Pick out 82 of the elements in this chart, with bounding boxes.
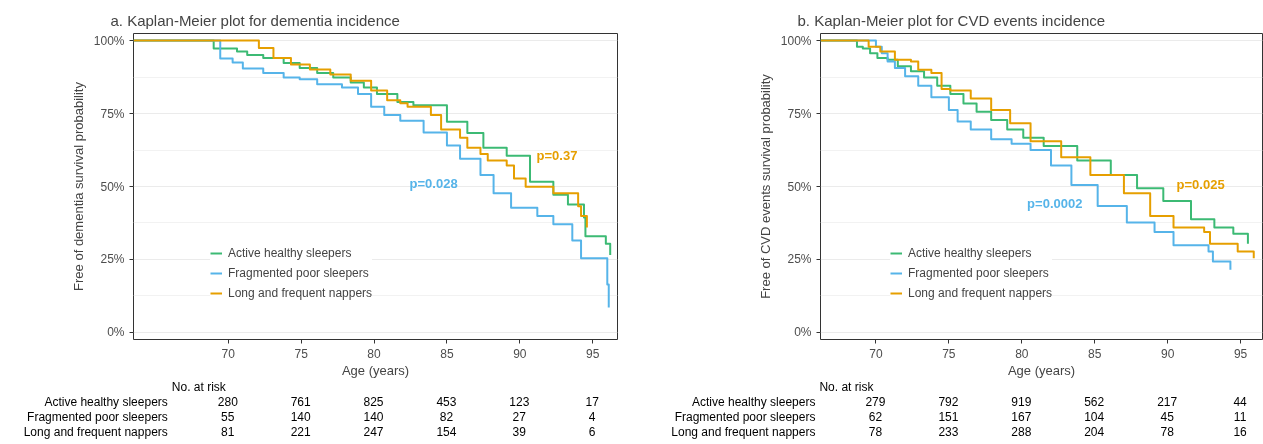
text: 44: [1232, 395, 1248, 409]
text: 104: [1083, 410, 1106, 424]
text: 78: [1159, 425, 1175, 439]
text: 279: [864, 395, 887, 409]
text: Long and frequent nappers: [23, 425, 168, 439]
chart-title: b. Kaplan-Meier plot for CVD events incidence: [797, 11, 1106, 29]
text: 16: [1232, 425, 1248, 439]
x-tick-label: 90: [513, 346, 527, 361]
legend-label: Active healthy sleepers: [228, 246, 352, 260]
x-axis-title: Age (years): [1007, 362, 1076, 378]
text: 6: [587, 425, 597, 439]
text: 221: [289, 425, 312, 439]
annotation: p=0.0002: [1027, 195, 1083, 211]
text: 123: [508, 395, 531, 409]
y-tick-label: 75%: [787, 106, 812, 121]
text: 82: [438, 410, 455, 424]
annotation: p=0.37: [536, 148, 578, 164]
y-tick-label: 50%: [787, 179, 812, 194]
text: 45: [1159, 410, 1175, 424]
text: 4: [587, 410, 597, 424]
x-tick-label: 80: [367, 346, 382, 361]
text: 919: [1010, 395, 1033, 409]
x-tick-label: 75: [294, 346, 309, 361]
text: 761: [289, 395, 312, 409]
text: 288: [1010, 425, 1033, 439]
text: 27: [511, 410, 527, 424]
x-tick-label: 75: [942, 346, 956, 361]
text: No. at risk: [819, 380, 874, 394]
text: 453: [435, 395, 458, 409]
y-tick-label: 0%: [107, 325, 125, 340]
text: 62: [867, 410, 884, 424]
text: 17: [584, 395, 600, 409]
legend-label: Fragmented poor sleepers: [908, 266, 1049, 280]
annotation: p=0.025: [1176, 177, 1225, 193]
text: 217: [1156, 395, 1179, 409]
y-axis-title: Free of CVD events survival probability: [757, 73, 773, 299]
x-tick-label: 85: [440, 346, 454, 361]
text: 154: [435, 425, 458, 439]
text: 78: [867, 425, 884, 439]
x-tick-label: 85: [1088, 346, 1102, 361]
legend-label: Active healthy sleepers: [908, 246, 1032, 260]
text: 11: [1232, 410, 1248, 424]
y-tick-label: 25%: [787, 252, 812, 267]
x-tick-label: 95: [1233, 346, 1248, 361]
text: Active healthy sleepers: [692, 395, 816, 409]
y-tick-label: 25%: [100, 252, 125, 267]
text: 280: [216, 395, 239, 409]
text: 55: [220, 410, 236, 424]
y-tick-label: 75%: [100, 106, 125, 121]
legend-label: Long and frequent nappers: [228, 286, 373, 300]
text: Fragmented poor sleepers: [27, 410, 168, 424]
text: Fragmented poor sleepers: [674, 410, 816, 424]
text: Long and frequent nappers: [671, 425, 816, 439]
text: 204: [1083, 425, 1106, 439]
x-axis-title: Age (years): [341, 362, 410, 378]
text: Active healthy sleepers: [44, 395, 168, 409]
text: 792: [937, 395, 960, 409]
x-tick-label: 95: [586, 346, 600, 361]
legend-label: Fragmented poor sleepers: [228, 266, 369, 280]
text: 39: [511, 425, 527, 439]
text: 825: [362, 395, 385, 409]
text: No. at risk: [171, 380, 226, 394]
y-tick-label: 50%: [100, 179, 125, 194]
text: 151: [937, 410, 960, 424]
x-tick-label: 90: [1161, 346, 1175, 361]
legend-label: Long and frequent nappers: [908, 286, 1053, 300]
x-tick-label: 80: [1015, 346, 1029, 361]
text: 247: [362, 425, 385, 439]
text: 81: [220, 425, 236, 439]
chart-title: a. Kaplan-Meier plot for dementia incidence: [110, 11, 400, 29]
text: 562: [1083, 395, 1106, 409]
text: 140: [289, 410, 312, 424]
y-tick-label: 100%: [93, 33, 125, 48]
y-tick-label: 100%: [780, 33, 812, 48]
annotation: p=0.028: [409, 175, 458, 191]
text: 167: [1010, 410, 1033, 424]
x-tick-label: 70: [869, 346, 883, 361]
x-tick-label: 70: [221, 346, 236, 361]
text: 233: [937, 425, 960, 439]
y-axis-title: Free of dementia survival probability: [70, 81, 86, 291]
text: 140: [362, 410, 385, 424]
y-tick-label: 0%: [794, 325, 812, 340]
